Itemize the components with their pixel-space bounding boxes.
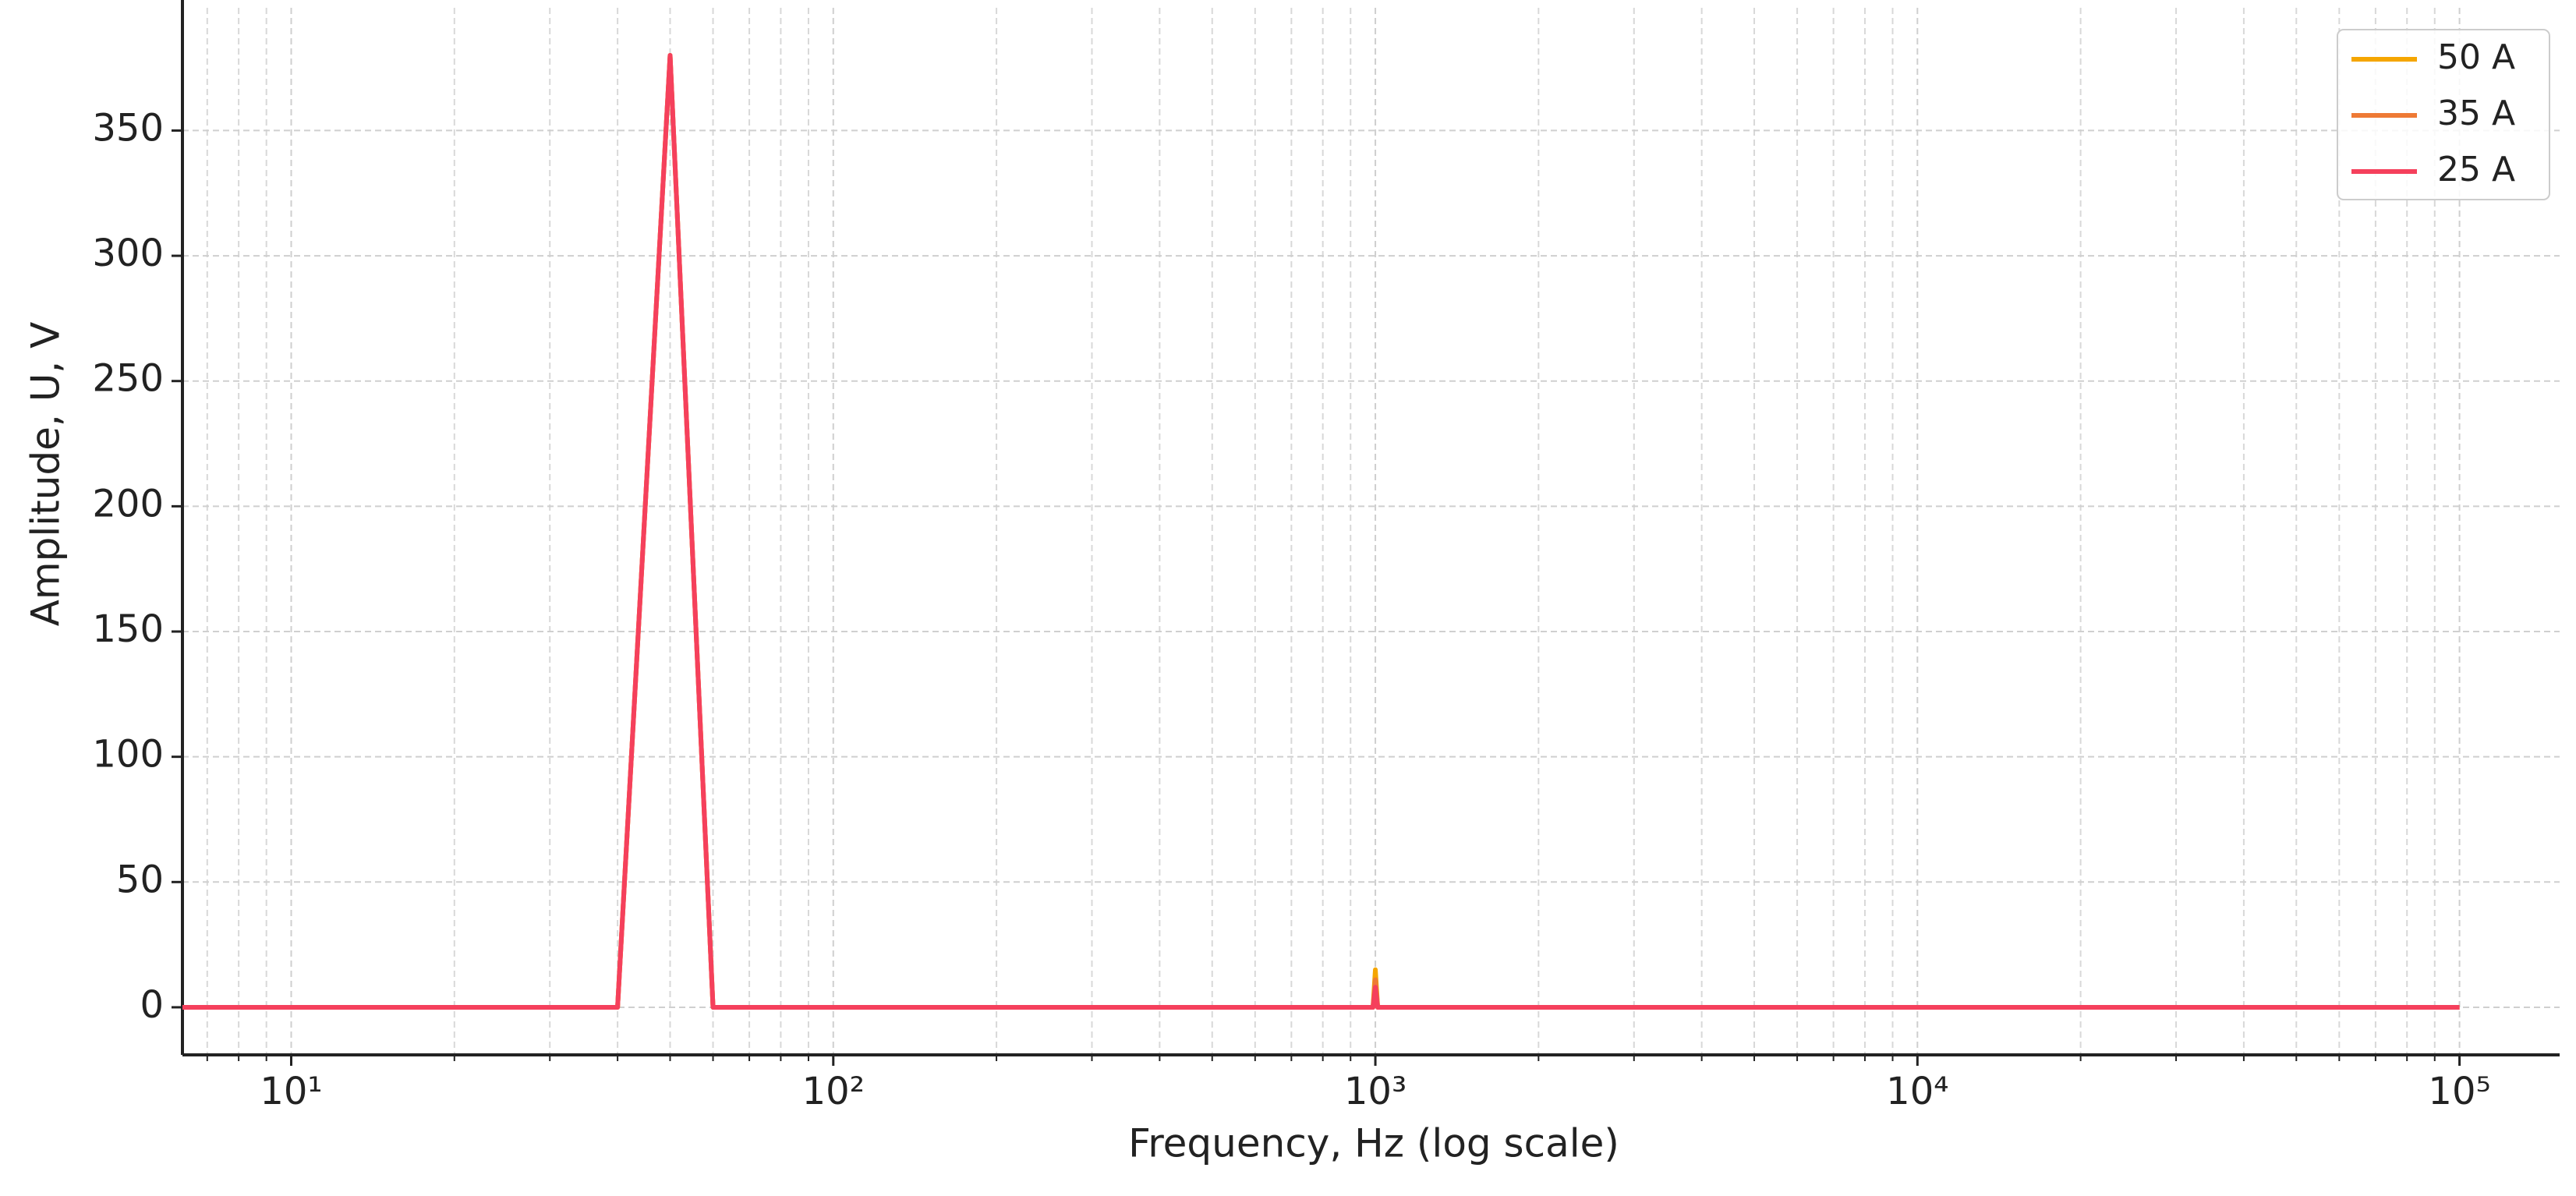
y-tick-label: 50 (116, 858, 164, 901)
y-tick-label: 200 (92, 482, 164, 525)
y-tick-label: 100 (92, 733, 164, 777)
y-tick-label: 300 (92, 232, 164, 275)
y-axis-label: Amplitude, U, V (23, 322, 69, 627)
x-tick-label: 10³ (1344, 1070, 1407, 1113)
x-tick-label: 10⁴ (1886, 1070, 1948, 1113)
series-line (182, 53, 2460, 1010)
y-tick-label: 150 (92, 607, 164, 651)
y-tick-label: 0 (140, 983, 164, 1027)
grid (182, 8, 2560, 1055)
series-line (182, 53, 2460, 1010)
x-axis-label: Frequency, Hz (log scale) (1128, 1121, 1619, 1166)
legend-box (2337, 29, 2550, 200)
legend-label: 50 A (2437, 37, 2515, 77)
y-tick-label: 350 (92, 106, 164, 150)
legend-label: 35 A (2437, 94, 2515, 133)
x-tick-label: 10² (802, 1070, 865, 1113)
legend-label: 25 A (2437, 150, 2515, 189)
x-tick-label: 10¹ (260, 1070, 322, 1113)
series-line (182, 53, 2460, 1010)
y-tick-label: 250 (92, 357, 164, 401)
x-tick-label: 10⁵ (2428, 1070, 2490, 1113)
